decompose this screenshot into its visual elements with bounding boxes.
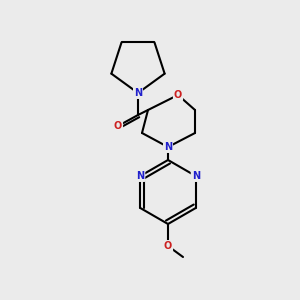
Text: O: O (174, 90, 182, 100)
Text: O: O (164, 241, 172, 251)
Text: N: N (134, 88, 142, 98)
Text: N: N (136, 171, 144, 181)
Text: N: N (164, 142, 172, 152)
Text: N: N (192, 171, 200, 181)
Text: O: O (114, 121, 122, 131)
